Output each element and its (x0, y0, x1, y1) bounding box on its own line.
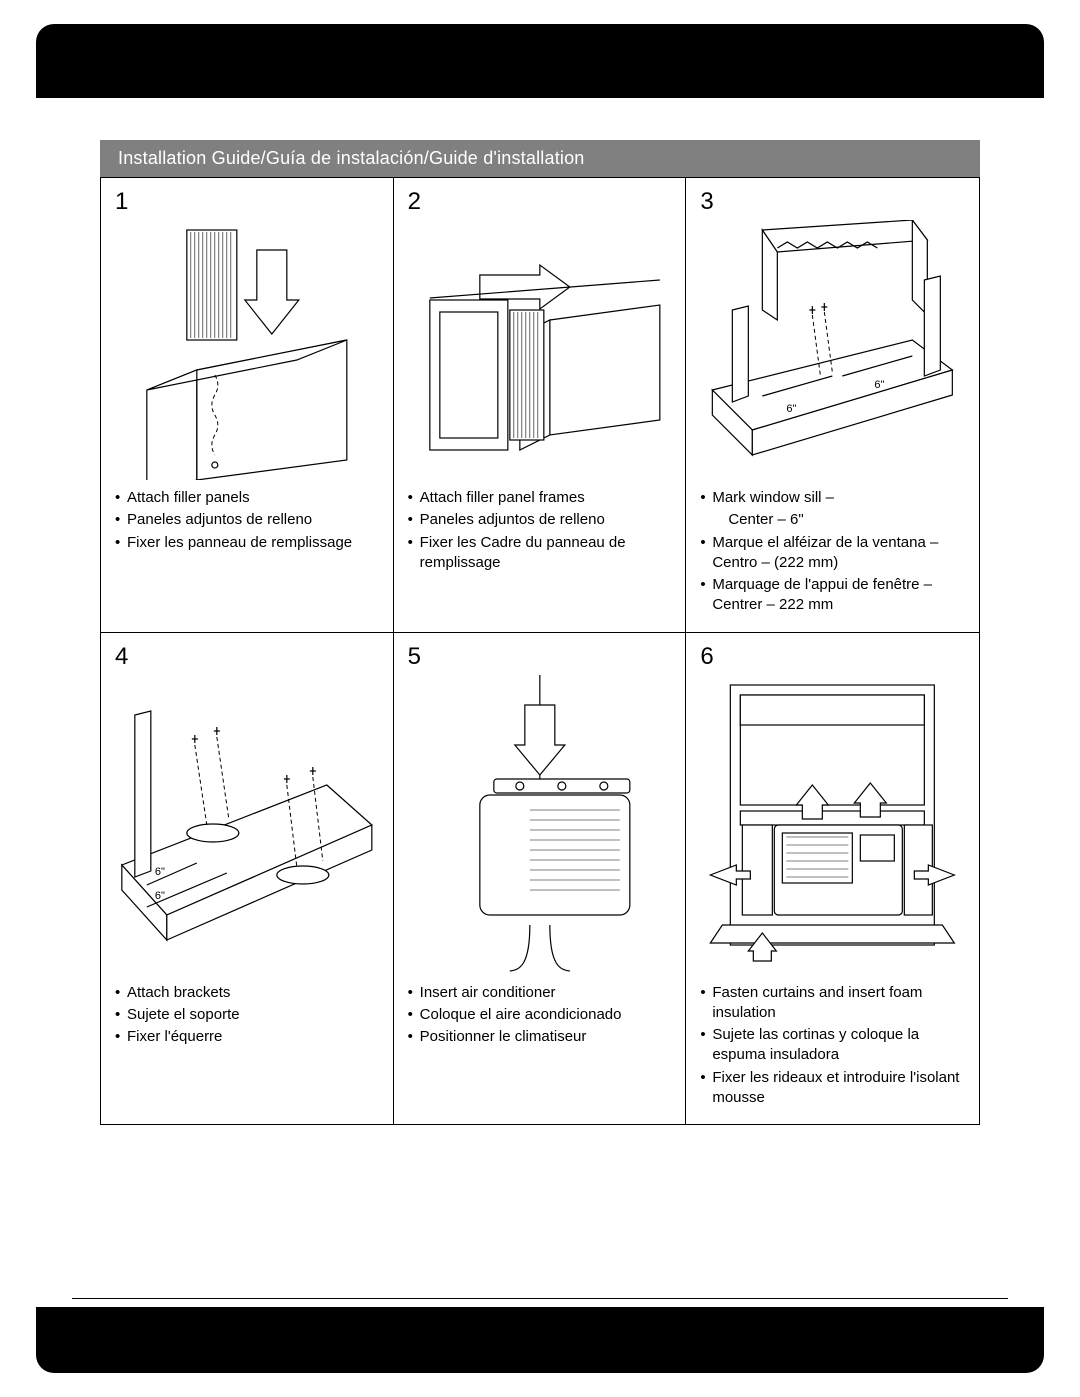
bullets: Insert air conditioner Coloque el aire a… (408, 983, 672, 1048)
bullet: Sujete las cortinas y coloque la espuma … (700, 1025, 965, 1066)
illustration-4: 6" 6" (115, 675, 379, 975)
bullet: Paneles adjuntos de relleno (408, 510, 672, 530)
svg-text:6": 6" (875, 379, 885, 391)
bullet: Mark window sill – (700, 488, 965, 508)
top-banner (36, 24, 1044, 96)
bullets: Mark window sill – Center – 6" Marque el… (700, 488, 965, 616)
section-header: Installation Guide/Guía de instalación/G… (100, 140, 980, 177)
bullet: Attach brackets (115, 983, 379, 1003)
step-cell-1: 1 (101, 177, 394, 632)
bullet: Fixer les Cadre du panneau de remplissag… (408, 533, 672, 574)
dim-label: 6" (155, 866, 165, 878)
dim-label: 6" (155, 890, 165, 902)
bullet: Insert air conditioner (408, 983, 672, 1003)
bullet-indent: Center – 6" (700, 510, 965, 530)
bottom-rule (72, 1298, 1008, 1299)
illustration-6 (700, 675, 965, 975)
bullets: Fasten curtains and insert foam insulati… (700, 983, 965, 1109)
step-cell-6: 6 (686, 632, 979, 1125)
bullet: Fasten curtains and insert foam insulati… (700, 983, 965, 1024)
step-cell-3: 3 6" (686, 177, 979, 632)
step-number: 2 (408, 188, 672, 216)
illustration-1 (115, 220, 379, 480)
step-number: 3 (700, 188, 965, 216)
bullet: Fixer les panneau de remplissage (115, 533, 379, 553)
bullet: Marquage de l'appui de fenêtre – Centrer… (700, 575, 965, 616)
top-rule (36, 96, 1044, 98)
bullet: Positionner le climatiseur (408, 1027, 672, 1047)
step-number: 1 (115, 188, 379, 216)
illustration-3: 6" 6" (700, 220, 965, 480)
bullet: Coloque el aire acondicionado (408, 1005, 672, 1025)
bullet: Fixer les rideaux et introduire l'isolan… (700, 1068, 965, 1109)
step-cell-5: 5 (394, 632, 687, 1125)
step-number: 6 (700, 643, 965, 671)
bullet: Marque el alféizar de la ventana – Centr… (700, 533, 965, 574)
step-cell-4: 4 6" 6" (101, 632, 394, 1125)
bullet: Sujete el soporte (115, 1005, 379, 1025)
steps-grid: 1 (100, 177, 980, 1125)
illustration-2 (408, 220, 672, 480)
bullet: Paneles adjuntos de relleno (115, 510, 379, 530)
bullet: Attach filler panel frames (408, 488, 672, 508)
step-cell-2: 2 (394, 177, 687, 632)
bottom-banner (36, 1307, 1044, 1373)
step-number: 4 (115, 643, 379, 671)
bullets: Attach filler panel frames Paneles adjun… (408, 488, 672, 573)
step-number: 5 (408, 643, 672, 671)
bullets: Attach filler panels Paneles adjuntos de… (115, 488, 379, 553)
illustration-5 (408, 675, 672, 975)
bullet: Attach filler panels (115, 488, 379, 508)
bullet: Fixer l'équerre (115, 1027, 379, 1047)
bullets: Attach brackets Sujete el soporte Fixer … (115, 983, 379, 1048)
page-content: Installation Guide/Guía de instalación/G… (100, 140, 980, 1125)
svg-text:6": 6" (787, 403, 797, 415)
